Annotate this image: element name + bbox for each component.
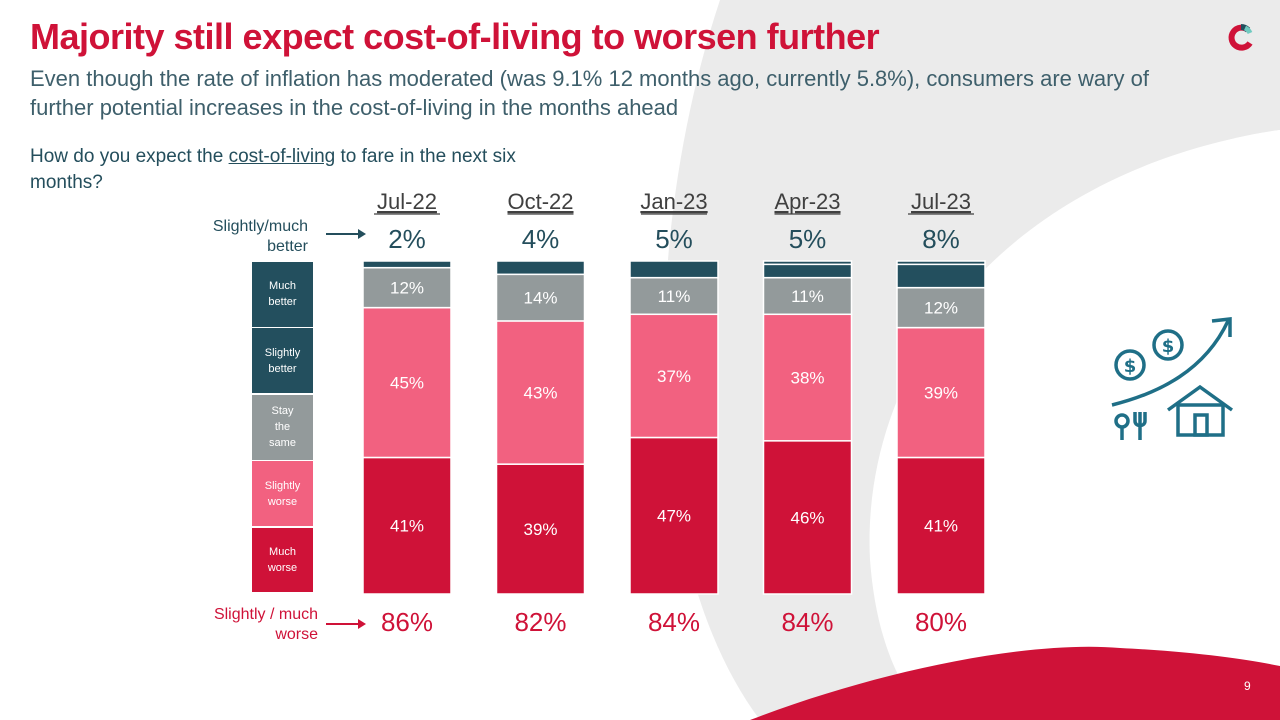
bar-segment-stay-same — [896, 286, 986, 329]
better-arrow-icon — [326, 229, 366, 239]
question-text-start: How do you expect the — [30, 146, 229, 167]
bar-value-label: 14% — [523, 289, 557, 308]
legend-item-slightly-better: Slightly better — [252, 328, 313, 394]
better-side-label: Slightly/much better — [212, 218, 308, 255]
category-label: Apr-23 — [774, 189, 840, 214]
bar-segment-much-worse — [495, 463, 586, 595]
legend-item-label: Much better — [268, 280, 297, 309]
bar-segment-better — [762, 263, 853, 279]
svg-text:$: $ — [1124, 356, 1137, 377]
background-grey-arc-right — [955, 130, 1280, 660]
worse-total-label: 86% — [381, 607, 433, 637]
cost-of-living-house-icon: $ $ — [1111, 317, 1234, 440]
question-text-underlined: cost-of-living — [228, 146, 336, 167]
bar-segment-better — [495, 260, 586, 276]
chart-question: How do you expect the cost-of-living to … — [30, 144, 530, 196]
bar-segment-better — [896, 263, 986, 289]
bar-value-label: 38% — [790, 369, 824, 388]
background-red-wave — [750, 646, 1280, 720]
bar-value-label: 41% — [390, 517, 424, 536]
bar-value-label: 41% — [924, 517, 958, 536]
bar-segment-stay-same — [762, 276, 853, 316]
bar-segment-slightly-worse — [495, 320, 586, 465]
bar-value-label: 11% — [658, 287, 691, 306]
legend-item-label: Much worse — [267, 546, 298, 575]
question-text-end: to fare in the next six months? — [30, 146, 516, 193]
worse-total-label: 84% — [648, 607, 700, 637]
category-label: Jul-22 — [377, 189, 437, 214]
bar-segment-much-worse — [629, 436, 719, 595]
worse-total-label: 80% — [915, 607, 967, 637]
bar-segment-slightly-worse — [362, 306, 452, 459]
bar-value-label: 45% — [390, 374, 424, 393]
bar-segment-slightly-worse — [896, 326, 986, 459]
bar-segment-better — [896, 260, 986, 266]
category-label: Jul-23 — [911, 189, 971, 214]
worse-side-label: Slightly / much worse — [213, 606, 318, 643]
bar-segment-better — [629, 260, 719, 279]
legend-item-stay-the-same: Stay the same — [252, 394, 313, 460]
bar-segment-stay-same — [362, 266, 452, 309]
worse-total-label: 82% — [514, 607, 566, 637]
worse-total-label: 84% — [781, 607, 833, 637]
worse-arrow-icon — [326, 619, 366, 629]
bar-segment-better — [762, 260, 853, 266]
legend-item-label: Stay the same — [269, 405, 296, 450]
legend-item-slightly-worse: Slightly worse — [252, 461, 313, 527]
bar-value-label: 12% — [390, 279, 424, 298]
better-total-label: 8% — [922, 224, 960, 254]
legend-item-label: Slightly better — [264, 346, 301, 375]
legend-item-much-worse: Much worse — [252, 527, 313, 593]
bar-segment-stay-same — [629, 276, 719, 316]
bar-segment-slightly-worse — [762, 313, 853, 442]
bar-segment-better — [362, 260, 452, 269]
better-total-label: 5% — [789, 224, 827, 254]
category-label: Jan-23 — [640, 189, 707, 214]
better-total-label: 2% — [388, 224, 426, 254]
bar-value-label: 46% — [790, 508, 824, 527]
slide-subtitle: Even though the rate of inflation has mo… — [30, 66, 1149, 120]
slide-title: Majority still expect cost-of-living to … — [30, 16, 880, 57]
bar-value-label: 37% — [657, 367, 691, 386]
category-label: Oct-22 — [507, 189, 573, 214]
bar-value-label: 47% — [657, 507, 691, 526]
bar-segment-much-worse — [362, 456, 452, 595]
better-total-label: 4% — [522, 224, 560, 254]
legend-item-label: Slightly worse — [264, 479, 301, 508]
bar-value-label: 11% — [791, 287, 824, 306]
legend-item-much-better: Much better — [252, 262, 313, 327]
page-number: 9 — [1244, 679, 1251, 693]
svg-text:$: $ — [1162, 336, 1175, 357]
bar-segment-slightly-worse — [629, 313, 719, 439]
bar-value-label: 39% — [924, 384, 958, 403]
brand-logo-icon — [1228, 24, 1253, 51]
bar-segment-stay-same — [495, 273, 586, 322]
bar-value-label: 12% — [924, 299, 958, 318]
better-total-label: 5% — [655, 224, 693, 254]
bar-value-label: 39% — [523, 520, 557, 539]
bar-value-label: 43% — [523, 384, 557, 403]
